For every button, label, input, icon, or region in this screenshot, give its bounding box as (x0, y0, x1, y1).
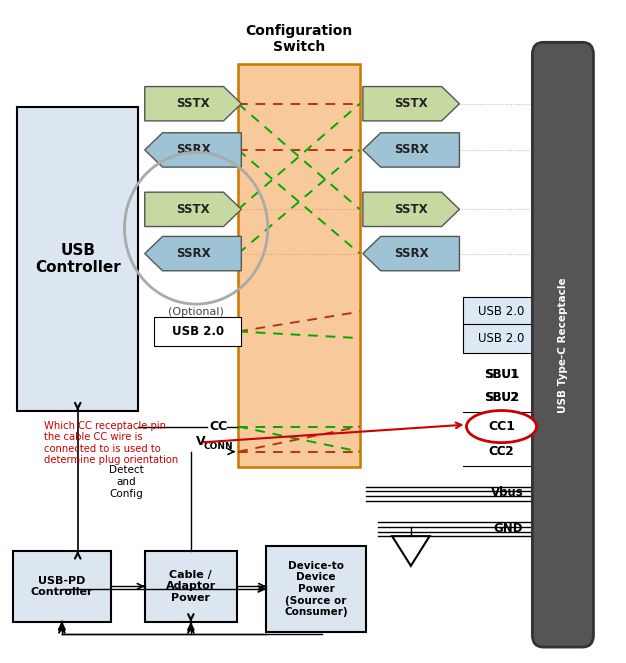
Text: GND: GND (493, 522, 523, 535)
Bar (266, 546, 366, 632)
Text: SSTX: SSTX (176, 97, 210, 110)
Text: USB 2.0: USB 2.0 (478, 305, 525, 318)
Bar (239, 64, 360, 467)
Text: Which CC receptacle pin
the cable CC wire is
connected to is used to
determine p: Which CC receptacle pin the cable CC wir… (44, 420, 178, 465)
Text: CC1: CC1 (488, 420, 515, 433)
Bar (463, 383, 540, 412)
Ellipse shape (466, 410, 536, 443)
Text: USB 2.0: USB 2.0 (172, 325, 223, 338)
Bar (154, 317, 242, 346)
Bar (145, 551, 237, 622)
Bar (463, 360, 540, 389)
Text: USB 2.0: USB 2.0 (478, 332, 525, 345)
Text: USB Type-C Receptacle: USB Type-C Receptacle (558, 277, 568, 412)
Bar (17, 107, 138, 410)
Bar (463, 437, 540, 466)
Text: V: V (196, 435, 205, 448)
Text: USB
Controller: USB Controller (35, 243, 121, 275)
Polygon shape (363, 133, 459, 167)
Text: Vbus: Vbus (491, 486, 524, 499)
Text: SBU1: SBU1 (486, 368, 517, 381)
Text: SSRX: SSRX (394, 247, 428, 260)
Polygon shape (392, 536, 429, 566)
Text: SSRX: SSRX (176, 143, 210, 156)
Text: USB-PD
Controller: USB-PD Controller (31, 575, 93, 597)
Text: SBU2: SBU2 (484, 391, 519, 404)
FancyBboxPatch shape (532, 42, 593, 647)
Text: SSRX: SSRX (394, 143, 428, 156)
Text: CC2: CC2 (489, 445, 515, 458)
Polygon shape (363, 192, 459, 227)
Bar (463, 324, 540, 353)
Text: SSTX: SSTX (394, 97, 428, 110)
Bar (463, 297, 540, 326)
Text: (Optional): (Optional) (168, 308, 224, 318)
Text: CONN: CONN (203, 442, 233, 451)
Text: SSRX: SSRX (176, 247, 210, 260)
Polygon shape (145, 87, 242, 121)
Text: SSTX: SSTX (394, 203, 428, 216)
Text: Cable /
Adaptor
Power: Cable / Adaptor Power (166, 570, 216, 603)
Text: CC2: CC2 (490, 445, 513, 458)
Polygon shape (145, 133, 242, 167)
Polygon shape (145, 237, 242, 271)
Bar (13, 551, 111, 622)
Text: CC: CC (209, 420, 227, 433)
Text: Configuration
Switch: Configuration Switch (245, 24, 352, 54)
Text: SSTX: SSTX (176, 203, 210, 216)
Text: SBU1: SBU1 (484, 368, 519, 381)
Text: SBU2: SBU2 (486, 391, 517, 404)
Text: Device-to
Device
Power
(Source or
Consumer): Device-to Device Power (Source or Consum… (284, 561, 348, 617)
Polygon shape (363, 237, 459, 271)
Polygon shape (363, 87, 459, 121)
Polygon shape (145, 192, 242, 227)
Text: Detect
and
Config: Detect and Config (109, 465, 143, 499)
